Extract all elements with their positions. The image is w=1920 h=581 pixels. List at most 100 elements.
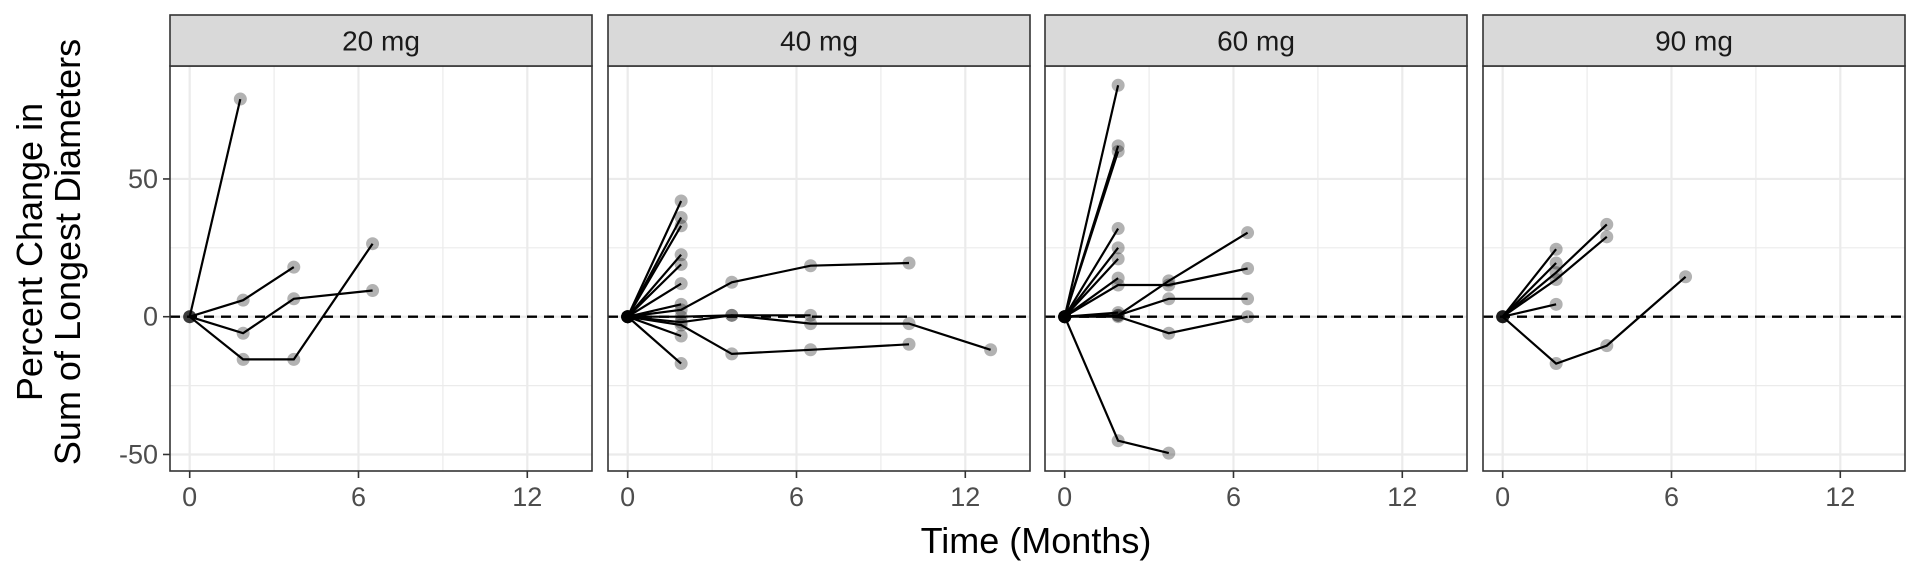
data-point [1111, 278, 1125, 292]
facet-strip-label: 90 mg [1655, 26, 1733, 57]
data-point [621, 310, 635, 324]
data-point [1549, 266, 1563, 280]
subject-line [189, 266, 295, 318]
data-point [804, 308, 818, 322]
subject-line [626, 263, 682, 318]
x-tick-label: 6 [789, 482, 804, 512]
subject-line [1501, 223, 1608, 318]
data-point [984, 343, 998, 357]
data-point [1058, 310, 1072, 324]
facet-panel-40-mg: 40 mg 0 6 12 [607, 14, 1031, 512]
data-point [1058, 310, 1072, 324]
data-point [1111, 308, 1125, 322]
data-point [1162, 326, 1176, 340]
data-point [183, 310, 197, 324]
data-point [183, 310, 197, 324]
subject-line [1064, 315, 1248, 335]
data-point [1058, 310, 1072, 324]
data-point [1058, 310, 1072, 324]
facet-strip-label: 60 mg [1217, 26, 1295, 57]
data-point [621, 310, 635, 324]
data-point [1496, 310, 1510, 324]
data-point [1111, 222, 1125, 236]
data-point [1058, 310, 1072, 324]
data-point [621, 310, 635, 324]
data-point [902, 317, 916, 331]
data-point [621, 310, 635, 324]
data-point [1600, 339, 1614, 353]
data-point [1058, 310, 1072, 324]
data-point [804, 317, 818, 331]
x-tick-label: 12 [1825, 482, 1855, 512]
data-point [233, 92, 247, 106]
subject-line [1063, 228, 1120, 318]
y-tick-label: 50 [128, 164, 158, 194]
facet-strip-label: 20 mg [342, 26, 420, 57]
panel-background [1045, 66, 1467, 471]
data-point [621, 310, 635, 324]
data-point [1496, 310, 1510, 324]
subject-line [1063, 258, 1119, 318]
data-point [1111, 308, 1125, 322]
subject-line [627, 314, 811, 318]
subject-line [627, 282, 682, 318]
data-point [1111, 241, 1125, 255]
y-tick-label: 0 [143, 302, 158, 332]
subject-line [626, 225, 683, 318]
data-point [366, 284, 380, 298]
data-point [674, 277, 688, 291]
facet-strip [607, 14, 1031, 67]
x-axis-title: Time (Months) [921, 520, 1152, 561]
y-axis-title-line: Sum of Longest Diameters [47, 39, 88, 465]
data-point [804, 343, 818, 357]
data-point [1162, 278, 1176, 292]
data-point [621, 310, 635, 324]
x-tick-label: 6 [351, 482, 366, 512]
x-tick-label: 0 [1057, 482, 1072, 512]
data-point [725, 347, 739, 361]
data-point [1549, 256, 1563, 270]
x-tick-label: 6 [1226, 482, 1241, 512]
data-point [1496, 310, 1510, 324]
data-point [674, 194, 688, 208]
data-point [1111, 306, 1125, 320]
data-point [674, 357, 688, 371]
data-point [621, 310, 635, 324]
subject-line [189, 289, 373, 335]
data-point [1241, 226, 1255, 240]
data-point [236, 352, 250, 366]
subject-line [627, 261, 910, 318]
subject-line [188, 98, 242, 317]
data-point [1111, 78, 1125, 92]
data-point [1549, 357, 1563, 371]
data-point [725, 275, 739, 289]
data-point [621, 310, 635, 324]
data-point [287, 260, 301, 274]
subject-line [189, 243, 374, 361]
subject-line [1063, 85, 1120, 317]
data-point [621, 310, 635, 324]
panel-background [608, 66, 1030, 471]
data-point [1111, 310, 1125, 324]
facet-strip [169, 14, 593, 67]
y-axis-title-line: Percent Change in [9, 103, 50, 401]
data-point [183, 310, 197, 324]
data-point [1549, 242, 1563, 256]
subject-line [1501, 248, 1557, 318]
subject-line [1501, 275, 1687, 365]
data-point [621, 310, 635, 324]
data-point [1058, 310, 1072, 324]
data-point [674, 257, 688, 271]
data-point [366, 237, 380, 251]
subject-line [1063, 316, 1170, 455]
data-point [621, 310, 635, 324]
data-point [1549, 273, 1563, 287]
facet-strip-label: 40 mg [780, 26, 858, 57]
data-point [804, 259, 818, 273]
data-point [674, 310, 688, 324]
data-point [1111, 252, 1125, 266]
x-tick-label: 12 [1387, 482, 1417, 512]
data-point [725, 308, 739, 322]
